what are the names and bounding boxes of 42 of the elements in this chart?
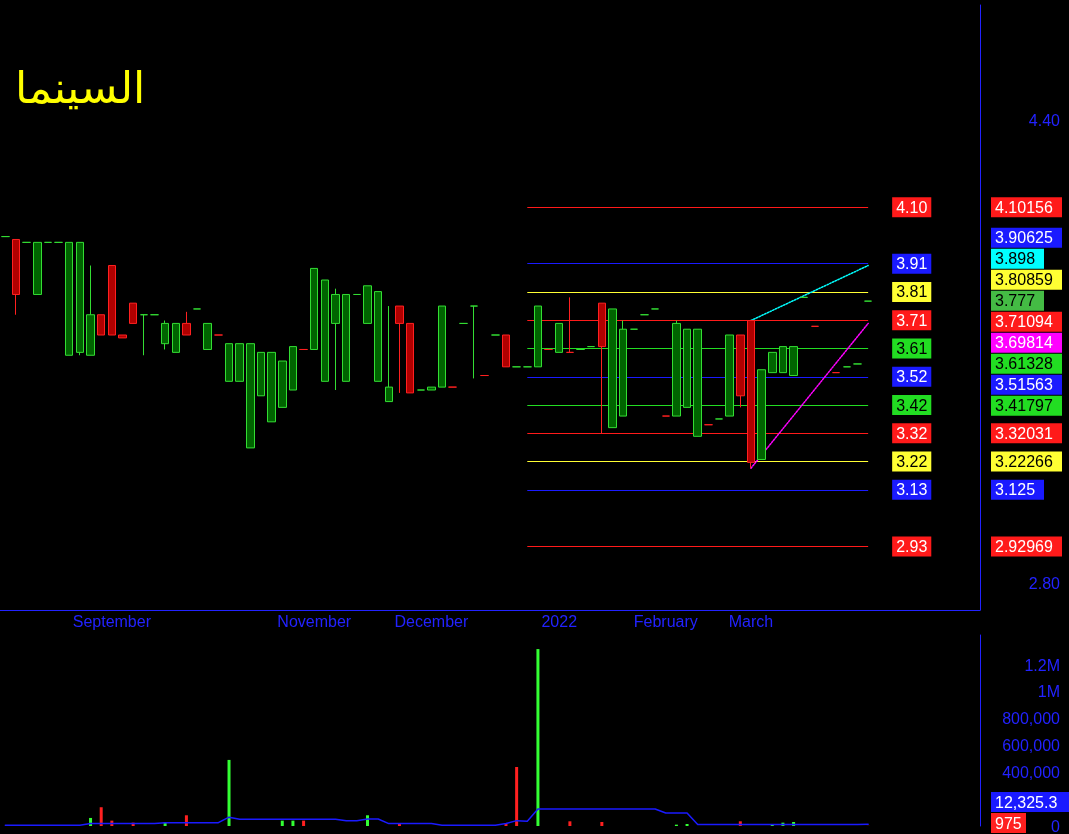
ref-line-label: 3.13	[896, 481, 928, 499]
ref-line-label: 3.42	[896, 396, 928, 414]
ref-line-label: 3.52	[896, 368, 928, 386]
x-tick-label: September	[72, 612, 152, 630]
x-tick-label: February	[633, 612, 698, 630]
ref-line-label: 3.61	[896, 340, 928, 358]
text: 3.898	[995, 250, 1036, 268]
y-tick-label: 800,000	[1002, 710, 1061, 728]
text: 12,325.3	[995, 793, 1058, 811]
text: 3.61328	[995, 355, 1053, 373]
text: 3.125	[995, 481, 1036, 499]
ref-line-label: 3.81	[896, 283, 928, 301]
text: 3.777	[995, 292, 1036, 310]
y-tick-label: 600,000	[1002, 737, 1061, 755]
x-tick-label: 2022	[541, 612, 578, 630]
text: 4.10156	[995, 198, 1053, 216]
text: 3.80859	[995, 271, 1053, 289]
text: 3.32031	[995, 424, 1053, 442]
ref-line-label: 3.91	[896, 255, 928, 273]
y-tick-label: 1.2M	[1024, 656, 1060, 674]
y-tick-label: 2.80	[1028, 575, 1061, 593]
ref-line-label: 4.10	[896, 198, 928, 216]
text: 2.92969	[995, 537, 1053, 555]
y-tick-label: 0	[1051, 817, 1061, 834]
x-tick-label: November	[277, 612, 352, 630]
ref-line-label: 3.32	[896, 424, 928, 442]
y-tick-label: 4.40	[1028, 112, 1061, 130]
text: 3.71094	[995, 313, 1053, 331]
text: 3.69814	[995, 334, 1053, 352]
text: 3.90625	[995, 229, 1053, 247]
text: السينما	[15, 61, 146, 113]
x-tick-label: March	[728, 612, 774, 630]
y-tick-label: 1M	[1037, 683, 1060, 701]
text: 3.22266	[995, 453, 1053, 471]
text: 3.51563	[995, 376, 1053, 394]
ref-line-label: 3.71	[896, 311, 928, 329]
text: 975	[995, 814, 1022, 832]
x-tick-label: December	[394, 612, 469, 630]
ref-line-label: 2.93	[896, 537, 928, 555]
ref-line-label: 3.22	[896, 453, 928, 471]
y-tick-label: 400,000	[1002, 763, 1061, 781]
text: 3.41797	[995, 397, 1053, 415]
